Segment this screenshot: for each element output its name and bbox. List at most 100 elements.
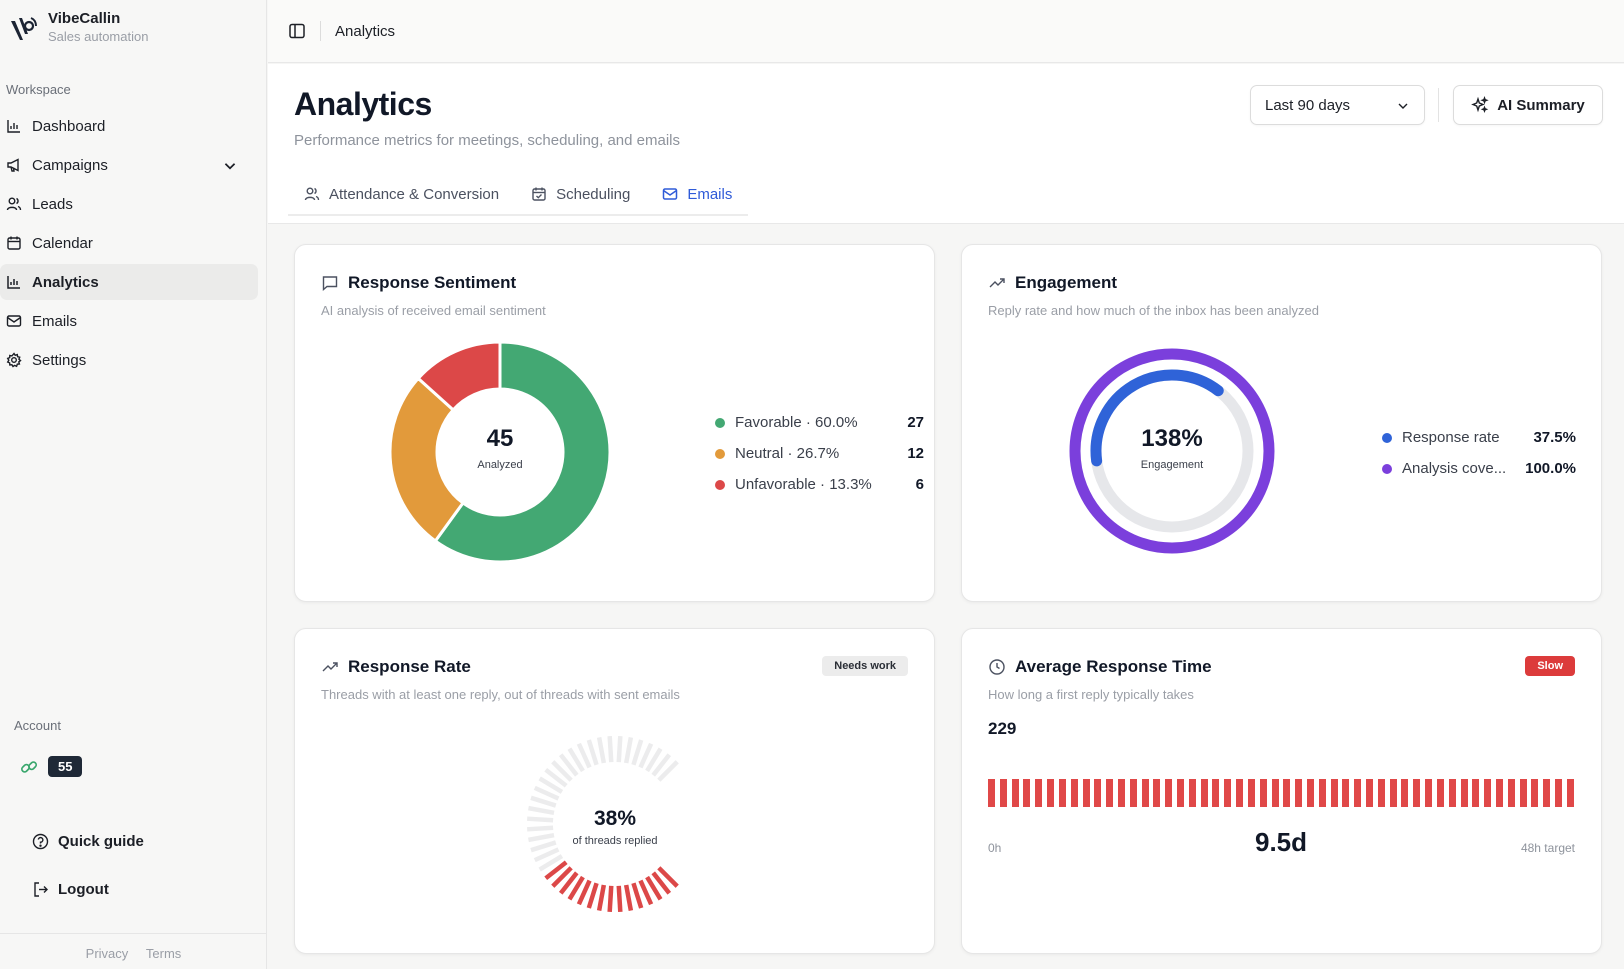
tab-label: Emails: [687, 185, 733, 203]
gauge-tick-empty: [528, 805, 555, 816]
gauge-tick-empty: [527, 816, 554, 823]
sidebar: VibeCallin Sales automation Workspace Da…: [0, 0, 267, 969]
chevron-down-icon[interactable]: [222, 158, 238, 174]
terms-link[interactable]: Terms: [145, 946, 182, 961]
sidebar-item-campaigns[interactable]: Campaigns: [0, 147, 258, 183]
trending-up-icon: [989, 278, 1005, 288]
response-count: 229: [988, 719, 1017, 738]
sidebar-item-dashboard[interactable]: Dashboard: [0, 108, 258, 144]
engagement-value: 138%: [1141, 425, 1203, 452]
card-title: Average Response Time: [988, 657, 1212, 677]
sidebar-item-settings[interactable]: Settings: [0, 342, 258, 378]
bar-segment: [1236, 779, 1244, 807]
bar-segment: [1354, 779, 1362, 807]
bar-segment: [1555, 779, 1562, 807]
sidebar-item-label: Settings: [32, 351, 87, 369]
bar-segment: [1023, 779, 1031, 807]
privacy-link[interactable]: Privacy: [85, 946, 129, 961]
gauge-tick-filled: [558, 871, 579, 895]
sidebar-item-calendar[interactable]: Calendar: [0, 225, 258, 261]
legend-dot: [715, 448, 725, 459]
page-title: Analytics: [294, 86, 432, 122]
tab-emails[interactable]: Emails: [646, 172, 748, 216]
card-subtitle: Reply rate and how much of the inbox has…: [988, 303, 1319, 318]
bar-target-label: 48h target: [1520, 841, 1575, 855]
logout-label: Logout: [58, 881, 109, 898]
chevron-down-icon: [1398, 103, 1408, 109]
sidebar-item-leads[interactable]: Leads: [0, 186, 258, 222]
bar-segment: [1035, 779, 1043, 807]
quick-guide-link[interactable]: Quick guide: [32, 833, 144, 850]
gauge-tick-filled: [551, 866, 573, 888]
sidebar-item-analytics[interactable]: Analytics: [0, 264, 258, 300]
sentiment-donut-chart: [388, 340, 612, 564]
legend-dot: [715, 479, 725, 490]
bar-segment: [1425, 779, 1433, 807]
engagement-legend: Response rate 37.5% Analysis cove... 100…: [1382, 422, 1576, 484]
legend-dot: [1382, 432, 1392, 443]
bar-chart-icon: [7, 276, 20, 289]
bar-segment: [1507, 779, 1515, 807]
message-square-icon: [322, 276, 338, 292]
response-rate-gauge: [527, 736, 679, 912]
gauge-tick-empty: [551, 760, 573, 782]
gauge-tick-filled: [607, 885, 614, 912]
donut-slice-favorable[interactable]: [433, 340, 612, 564]
gauge-tick-empty: [616, 736, 623, 763]
bar-segment: [1165, 779, 1173, 807]
gauge-tick-empty: [530, 795, 557, 808]
users-icon: [6, 197, 22, 211]
bar-segment: [988, 779, 995, 807]
tab-scheduling[interactable]: Scheduling: [515, 172, 646, 216]
calendar-icon: [7, 236, 21, 250]
tabs-underline: [288, 214, 749, 216]
bar-segment: [1306, 779, 1314, 807]
sidebar-item-label: Dashboard: [32, 117, 106, 135]
bar-segment: [1495, 779, 1503, 807]
gauge-tick-empty: [657, 760, 679, 782]
bar-segment: [1011, 779, 1019, 807]
tab-attendance-conversion[interactable]: Attendance & Conversion: [288, 172, 515, 216]
gauge-tick-empty: [631, 739, 644, 766]
response-rate-card: Response Rate Needs work Threads with at…: [294, 628, 935, 954]
bar-segment: [1318, 779, 1326, 807]
bar-segment: [1259, 779, 1267, 807]
mail-icon: [663, 188, 678, 200]
gauge-tick-filled: [657, 866, 679, 888]
account-row[interactable]: 55: [20, 756, 83, 777]
bar-segment: [1295, 779, 1303, 807]
bar-segment: [1543, 779, 1551, 807]
sidebar-item-emails[interactable]: Emails: [0, 303, 258, 339]
bar-segment: [1129, 779, 1137, 807]
gauge-tick-empty: [533, 785, 560, 801]
bar-min-label: 0h: [988, 841, 1002, 855]
sentiment-center: 45 Analyzed: [440, 425, 560, 471]
bar-segment: [1330, 779, 1338, 807]
date-range-select[interactable]: Last 90 days: [1250, 85, 1425, 125]
ai-summary-button[interactable]: AI Summary: [1453, 85, 1603, 125]
gauge-tick-filled: [645, 875, 663, 901]
gauge-tick-filled: [544, 860, 568, 881]
sidebar-item-label: Emails: [32, 312, 78, 330]
donut-slice-unfavorable[interactable]: [416, 340, 502, 412]
bar-segment: [1047, 779, 1055, 807]
gauge-tick-filled: [631, 882, 644, 909]
gauge-tick-filled: [596, 884, 607, 911]
help-circle-icon: [32, 833, 49, 850]
topbar-separator: [320, 21, 321, 41]
sidebar-toggle-icon[interactable]: [288, 22, 306, 40]
gauge-tick-empty: [538, 854, 564, 872]
bar-segment: [1212, 779, 1220, 807]
brand[interactable]: VibeCallin Sales automation: [8, 10, 148, 46]
analysis-coverage-ring[interactable]: [1069, 348, 1275, 554]
bar-segment: [1484, 779, 1492, 807]
trending-up-icon: [322, 662, 338, 672]
bar-segment: [1342, 779, 1350, 807]
bar-segment: [1283, 779, 1291, 807]
topbar: Analytics: [268, 0, 1624, 63]
logout-link[interactable]: Logout: [32, 881, 109, 898]
donut-slice-neutral[interactable]: [388, 376, 466, 544]
response-rate-arc[interactable]: [1090, 369, 1224, 467]
app-name: VibeCallin: [48, 10, 121, 27]
bar-segment: [1566, 779, 1574, 807]
